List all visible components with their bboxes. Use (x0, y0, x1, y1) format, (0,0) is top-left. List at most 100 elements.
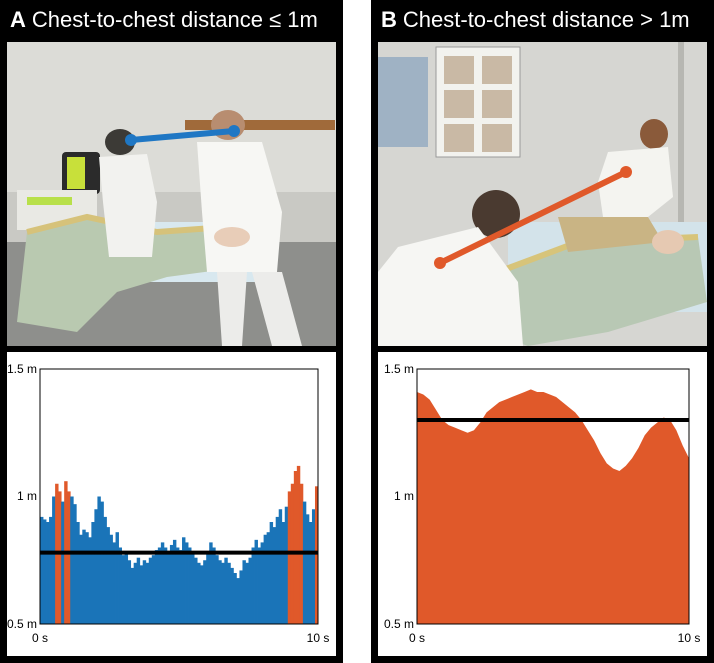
panel-a-bar (157, 547, 162, 624)
panel-a-bar (227, 562, 231, 624)
panel-a-bar (160, 542, 165, 624)
panel-a-bar (302, 501, 307, 624)
photo-b-person1-body (598, 147, 673, 217)
panel-a-bar (296, 465, 301, 624)
panel-b-ytick-1: 1 m (394, 489, 414, 503)
panel-b-xtick-10: 10 s (678, 631, 701, 645)
panel-a-bar (88, 537, 92, 624)
panel-a-bar (58, 491, 62, 624)
panel-b-xtick-0: 0 s (409, 631, 425, 645)
panel-a-bar (70, 496, 74, 624)
photo-a-patient (214, 227, 250, 247)
panel-a-bar (49, 516, 53, 624)
panel-a-bar (284, 506, 289, 624)
panel-a-bar (106, 527, 110, 624)
panel-a-bar (136, 557, 141, 624)
panel-a-bar (209, 542, 213, 624)
panel-a-bar (215, 555, 219, 624)
panel-a-bar (73, 504, 77, 624)
panel-a-bar (257, 547, 261, 624)
panel-a-bar (142, 560, 147, 624)
panel-a-ytick-0.5: 0.5 m (7, 617, 37, 631)
panel-b-letter: B (381, 7, 397, 32)
panel-a-chart: 1.5 m 1 m 0.5 m 0 s 10 s (7, 352, 336, 656)
panel-a-bar (100, 501, 104, 624)
panel-a-bar (97, 496, 101, 624)
photo-a-distance-endpoint-right (228, 125, 240, 137)
panel-a-bar (145, 562, 150, 624)
panel-a-bar (206, 552, 210, 624)
photo-b-poster-figure-2 (482, 56, 512, 84)
panel-b-chart-marks (417, 389, 689, 624)
photo-a-rail (185, 120, 335, 130)
panel-a-bar (275, 516, 280, 624)
panel-b-ytick-1.5: 1.5 m (384, 362, 414, 376)
panel-a-bar (212, 547, 216, 624)
photo-b-poster-figure-4 (482, 90, 512, 118)
panel-a-bar (109, 534, 113, 624)
panel-a-bar (166, 552, 171, 624)
panel-a-bar (260, 542, 265, 624)
panel-a-bar (43, 519, 47, 624)
photo-b-person1-head (640, 119, 668, 149)
panel-a-bar (197, 562, 201, 624)
panel-a-ytick-1.5: 1.5 m (7, 362, 37, 376)
panel-a-bar (254, 539, 258, 624)
panel-a-bar (203, 560, 207, 624)
photo-a-upper-wall (7, 42, 336, 192)
panel-a-bar (287, 491, 292, 624)
panel-a-ytick-1: 1 m (17, 489, 37, 503)
panel-a-bar (61, 501, 65, 624)
panel-a-bar (233, 573, 237, 624)
panel-a-bar (242, 560, 246, 624)
panel-a-plot-frame (39, 368, 319, 625)
photo-a-person1-body (99, 154, 157, 257)
panel-a-bar (76, 522, 80, 624)
photo-a-blanket (17, 217, 242, 332)
photo-b-distance-line (437, 169, 629, 266)
panel-a-bar (251, 547, 255, 624)
photo-b-blanket (488, 237, 707, 346)
panel-a-bar (182, 537, 186, 624)
panel-a-bar (311, 509, 316, 624)
panel-a-bar (221, 562, 225, 624)
photo-b-person2-body (378, 227, 523, 346)
panel-a-bar (169, 544, 174, 624)
panel-a-bar (151, 555, 156, 624)
panel-a-bar (185, 542, 189, 624)
panel-a-bar (281, 522, 286, 624)
panel-a-xtick-10: 10 s (307, 631, 330, 645)
panel-b-plot-frame (416, 368, 690, 625)
panel-a-bar (236, 578, 240, 624)
panel-a-bar (127, 560, 132, 624)
photo-b-person2-head (472, 190, 520, 238)
panel-a-bar (266, 532, 271, 624)
panel-a-bar (305, 514, 310, 624)
panel-a-bar (139, 565, 144, 624)
panel-b-area (417, 389, 689, 624)
panel-a-bar (218, 560, 222, 624)
panel-a-bar (179, 550, 183, 624)
panel-a-bar (148, 557, 153, 624)
panel-a-bar (154, 550, 159, 624)
panel-a-bar (103, 516, 107, 624)
panel-a: A Chest-to-chest distance ≤ 1m 1.5 m 1 m … (0, 0, 343, 663)
panel-a-bar (46, 522, 50, 624)
panel-a-bar (172, 539, 177, 624)
panel-a-bar (79, 534, 83, 624)
panel-a-bar (263, 534, 268, 624)
photo-b-distance-endpoint-left (434, 257, 446, 269)
panel-a-bar (248, 557, 252, 624)
photo-b-person1-legs (558, 217, 663, 252)
panel-a-bar (314, 486, 319, 624)
panel-a-bar (175, 547, 180, 624)
panel-a-bar (224, 557, 228, 624)
panel-a-bar (133, 562, 138, 624)
panel-a-bar (272, 527, 277, 624)
panel-a-bar (200, 565, 204, 624)
photo-a-tray (27, 197, 72, 205)
panel-a-bar (82, 529, 86, 624)
photo-b-iv-pole (678, 42, 684, 292)
panel-a-bar (115, 532, 119, 624)
panel-a-photo (7, 42, 336, 346)
